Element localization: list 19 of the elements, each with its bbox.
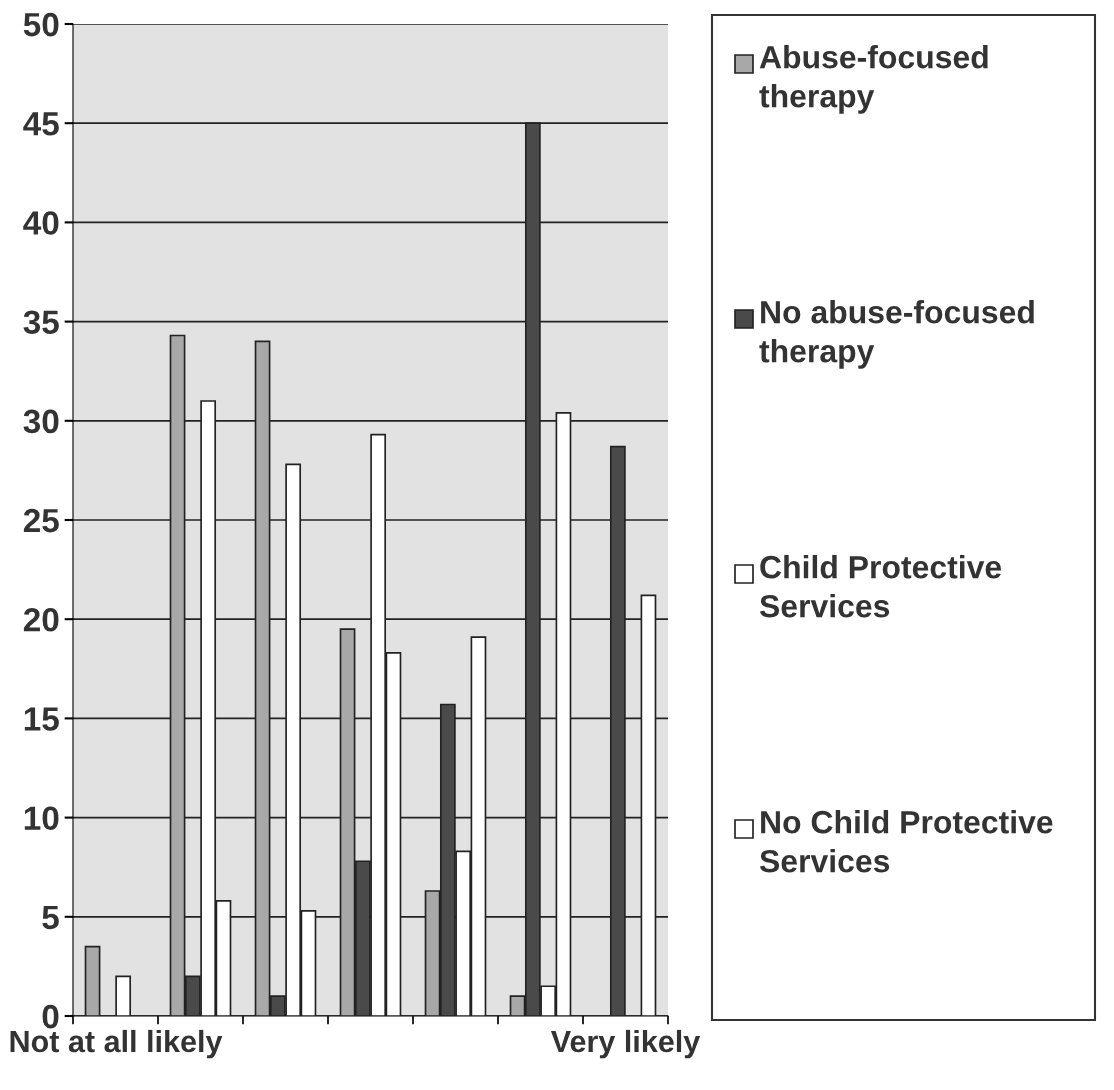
legend-label: Abuse-focused therapy [759, 45, 988, 114]
y-tick-label: 35 [23, 310, 59, 335]
bar [115, 975, 132, 1016]
legend-label: No abuse-focused therapy [759, 300, 1034, 369]
y-tick-label: 5 [42, 905, 59, 930]
y-tick-label: 40 [23, 211, 59, 235]
bar [84, 945, 101, 1016]
legend-label: Child Protective Services [759, 555, 1002, 618]
y-tick-label: 0 [42, 1004, 59, 1029]
y-tick-label: 30 [23, 409, 59, 434]
y-tick-label: 25 [23, 508, 59, 533]
x-tick-label: Not at all likely [10, 1029, 223, 1059]
y-tick-label: 50 [23, 12, 59, 37]
y-tick-label: 10 [24, 806, 59, 831]
legend-label: No Child Protective Services [759, 810, 1053, 873]
y-tick-label: 45 [23, 112, 59, 136]
y-tick-label: 20 [23, 608, 59, 632]
x-tick-label: Very likely [550, 1029, 701, 1059]
y-tick-label: 15 [24, 707, 59, 731]
